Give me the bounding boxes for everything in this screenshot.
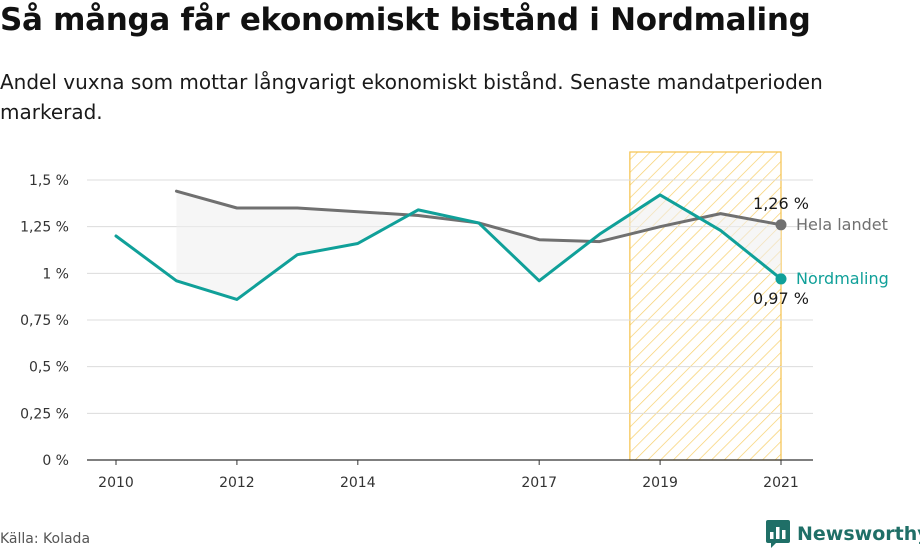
chart-subtitle: Andel vuxna som mottar långvarigt ekonom… <box>0 70 823 124</box>
x-tick-label: 2010 <box>98 475 134 491</box>
x-tick-label: 2014 <box>340 475 376 491</box>
y-tick-label: 0,25 % <box>20 406 69 422</box>
y-tick-label: 1,5 % <box>29 173 69 189</box>
source-note: Källa: Kolada <box>0 531 91 547</box>
series-name-hela-landet: Hela landet <box>796 215 888 234</box>
y-tick-label: 1 % <box>42 266 69 282</box>
brand-logo: Newsworthy <box>765 518 920 550</box>
end-value-label-nordmaling: 0,97 % <box>753 289 809 308</box>
series-name-nordmaling: Nordmaling <box>796 269 889 288</box>
chart-title: Så många får ekonomiskt bistånd i Nordma… <box>0 2 811 38</box>
series-line-nordmaling <box>114 193 783 301</box>
gap-area <box>176 191 782 300</box>
x-tick-label: 2019 <box>642 475 678 491</box>
series-endpoint-nordmaling <box>775 273 787 285</box>
x-tick-label: 2021 <box>763 475 799 491</box>
y-tick-label: 1,25 % <box>20 220 69 236</box>
brand-name: Newsworthy <box>797 523 920 545</box>
y-tick-label: 0 % <box>42 453 69 469</box>
x-tick-label: 2017 <box>521 475 557 491</box>
y-tick-label: 0,5 % <box>29 360 69 376</box>
x-tick-label: 2012 <box>219 475 255 491</box>
series-endpoint-hela_landet <box>775 219 787 231</box>
end-value-label-hela-landet: 1,26 % <box>753 194 809 213</box>
y-tick-label: 0,75 % <box>20 313 69 329</box>
newsworthy-logo-icon <box>766 520 790 548</box>
